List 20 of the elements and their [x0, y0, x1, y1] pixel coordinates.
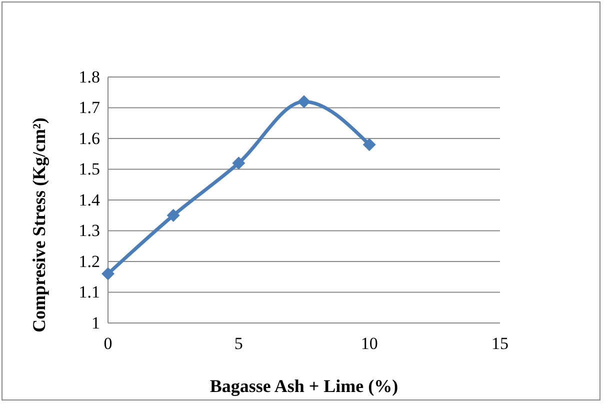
y-tick-label: 1.7: [78, 98, 100, 118]
x-axis-title: Bagasse Ash + Lime (%): [210, 376, 398, 396]
point: [102, 267, 114, 280]
point: [232, 156, 246, 170]
y-tick-label: 1.8: [78, 67, 100, 86]
point: [362, 138, 376, 152]
x-tick-label: 0: [104, 334, 112, 354]
y-tick-label: 1.3: [78, 221, 100, 240]
y-tick-label: 1.2: [78, 252, 100, 271]
x-tick-label: 5: [234, 334, 243, 354]
y-axis-title: Compresive Stress (Kg/cm²): [29, 118, 49, 332]
x-tick-label: 10: [360, 334, 378, 354]
y-tick-label: 1.1: [78, 282, 100, 302]
x-tick-label: 15: [492, 334, 508, 354]
y-tick-label: 1.6: [78, 128, 100, 148]
point: [166, 208, 180, 222]
point: [298, 95, 310, 108]
y-tick-label: 1: [92, 313, 100, 332]
y-tick-label: 1.5: [78, 160, 100, 179]
y-tick-label: 1.4: [78, 190, 100, 210]
